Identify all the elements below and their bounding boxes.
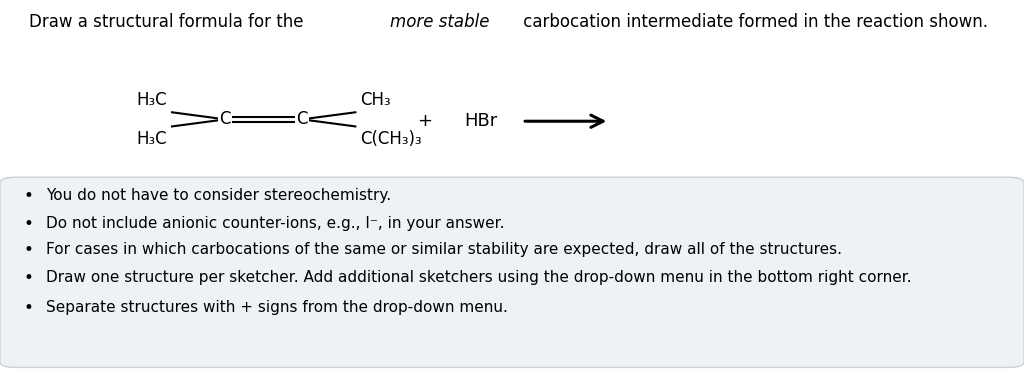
Text: Do not include anionic counter-ions, e.g., I⁻, in your answer.: Do not include anionic counter-ions, e.g… [46,216,505,231]
Text: Draw a structural formula for the: Draw a structural formula for the [29,13,308,31]
Text: You do not have to consider stereochemistry.: You do not have to consider stereochemis… [46,188,391,203]
Text: C: C [296,110,308,128]
Text: •: • [24,215,34,233]
Text: For cases in which carbocations of the same or similar stability are expected, d: For cases in which carbocations of the s… [46,242,842,257]
FancyBboxPatch shape [0,177,1024,367]
Text: carbocation intermediate formed in the reaction shown.: carbocation intermediate formed in the r… [518,13,988,31]
Text: •: • [24,269,34,287]
Text: •: • [24,241,34,259]
Text: C: C [219,110,231,128]
Text: CH₃: CH₃ [360,91,391,109]
Text: •: • [24,187,34,205]
Text: •: • [24,299,34,317]
Text: H₃C: H₃C [136,129,167,148]
Text: H₃C: H₃C [136,91,167,109]
Text: C(CH₃)₃: C(CH₃)₃ [360,129,422,148]
Text: Draw one structure per sketcher. Add additional sketchers using the drop-down me: Draw one structure per sketcher. Add add… [46,270,911,285]
Text: +: + [418,112,432,130]
Text: more stable: more stable [390,13,489,31]
Text: HBr: HBr [465,112,498,130]
Text: Separate structures with + signs from the drop-down menu.: Separate structures with + signs from th… [46,300,508,315]
